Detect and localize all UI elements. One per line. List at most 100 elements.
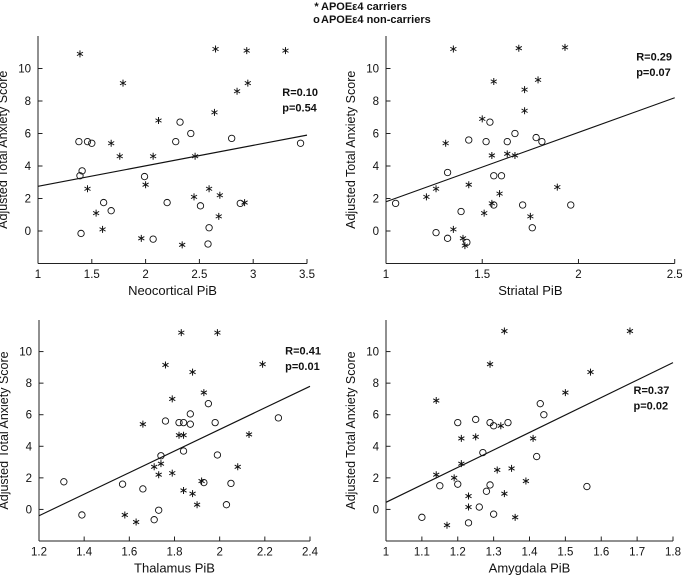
carrier-point [190,193,198,201]
carrier-point [107,139,115,147]
noncarrier-point [475,503,483,511]
y-axis-label: Adjusted Total Anxiety Score [344,351,358,509]
noncarrier-point [536,400,544,408]
noncarrier-point [511,129,519,138]
x-tick-label: 1.5 [474,269,490,281]
carrier-point [497,422,505,430]
y-tick-label: 0 [26,504,32,516]
carrier-point [493,466,501,474]
x-tick-label: 1.6 [121,547,137,559]
carrier-point [92,209,100,217]
noncarrier-point [99,198,108,207]
y-tick-label: 0 [373,504,379,516]
carrier-point [189,490,196,498]
noncarrier-point [464,519,473,527]
carrier-point [480,209,488,217]
carrier-point [200,389,208,397]
noncarrier-point [149,235,157,243]
noncarrier-point [179,447,188,455]
noncarrier-point [150,516,158,524]
carrier-point [150,463,158,471]
y-tick-label: 8 [25,96,31,108]
carrier-point [168,395,176,403]
noncarrier-point [172,137,180,146]
carrier-point [521,107,528,115]
y-tick-label: 2 [26,473,32,485]
y-tick-label: 4 [373,441,380,453]
y-tick-label: 8 [26,378,32,390]
noncarrier-point [528,224,536,232]
x-tick-label: 1.2 [31,547,47,559]
carrier-point [461,242,469,250]
x-tick-label: 2 [216,547,222,559]
noncarrier-point [204,400,213,408]
correlation-annotation: R=0.37 [634,385,670,397]
carrier-point [205,185,213,193]
panel-thalamus-pib: 1.2 1.4 1.6 1.8 2 2.2 2.4 0 2 4 6 8 10 Thalamus PiB Ad… [0,320,321,576]
noncarrier-point [391,199,400,208]
carrier-point [212,45,219,53]
carrier-point [450,474,458,482]
noncarrier-point [187,129,195,138]
carrier-point [99,225,106,233]
noncarrier-point [179,418,188,427]
carrier-point [76,50,84,58]
x-axis-label: Thalamus PiB [134,561,215,576]
regression-line [385,97,675,203]
x-tick-label: 1.1 [414,547,430,559]
carrier-point [180,486,187,494]
noncarrier-point [60,478,68,486]
carrier-point [450,45,457,53]
noncarrier-series [60,400,283,524]
noncarrier-point [503,137,511,146]
noncarrier-series [391,118,575,247]
carrier-point [522,477,530,485]
carrier-point [465,503,472,511]
x-tick-label: 1 [383,269,389,281]
x-tick-label: 1.6 [593,547,609,559]
noncarrier-point [532,133,540,142]
carrier-point [442,139,449,147]
x-tick-label: 2.2 [257,547,273,559]
noncarrier-point [486,481,494,489]
x-tick-label: 3.5 [299,269,315,281]
y-tick-label: 6 [26,410,32,422]
noncarrier-point [479,448,487,457]
y-tick-label: 10 [19,347,32,359]
carrier-point [139,420,147,428]
carrier-point [215,212,223,220]
x-axis-label: Striatal PiB [498,283,562,298]
carrier-point [216,191,224,199]
carrier-series [121,329,266,526]
noncarrier-point [140,172,149,181]
carrier-point [511,513,519,521]
noncarrier-point [222,501,231,509]
carrier-point [488,151,496,159]
correlation-annotation: R=0.41 [285,346,321,358]
correlation-annotation: R=0.10 [282,87,318,99]
noncarrier-point [486,118,494,126]
noncarrier-point [454,418,462,427]
x-tick-label: 1.7 [629,547,645,559]
noncarrier-point [489,510,498,518]
y-tick-label: 4 [25,161,32,173]
pvalue-annotation: p=0.02 [634,401,669,413]
legend-label-noncarriers: APOEε4 non-carriers [321,13,431,26]
noncarrier-point [213,451,222,459]
noncarrier-point [77,229,85,238]
noncarrier-point [175,418,183,427]
carrier-point [155,117,162,124]
carrier-point [521,86,528,94]
y-tick-label: 2 [25,194,31,206]
carrier-point [459,234,467,242]
carrier-point [534,76,542,84]
noncarrier-point [540,411,548,419]
carrier-point [458,434,465,442]
noncarrier-point [236,199,244,208]
carrier-point [423,193,430,201]
noncarrier-point [482,487,491,495]
regression-line [38,385,311,517]
x-tick-label: 2.5 [667,269,683,281]
legend-item-noncarriers: oAPOEε4 non-carriers [312,14,431,27]
y-tick-label: 0 [373,226,379,238]
